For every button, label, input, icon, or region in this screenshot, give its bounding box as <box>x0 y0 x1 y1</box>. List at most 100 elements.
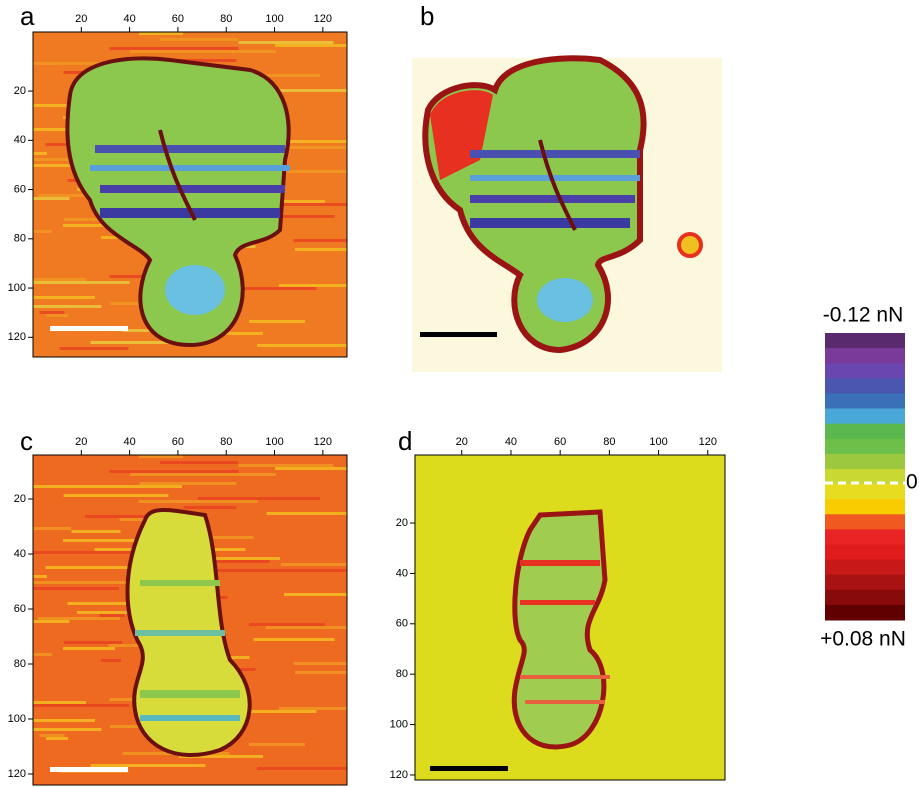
texture <box>198 497 320 500</box>
texture <box>257 767 369 770</box>
texture <box>211 536 254 539</box>
texture <box>38 617 120 620</box>
scale-bar <box>50 326 128 331</box>
texture <box>15 704 130 707</box>
colorbar-swatch <box>825 348 905 364</box>
colorbar <box>825 333 905 621</box>
colorbar-swatch <box>825 439 905 455</box>
y-tick-label: 60 <box>14 183 26 195</box>
texture <box>100 614 125 617</box>
texture <box>19 104 71 107</box>
x-tick-label: 20 <box>75 436 87 448</box>
y-tick-label: 80 <box>396 668 408 680</box>
colorbar-swatch <box>825 560 905 576</box>
texture <box>275 44 367 47</box>
texture <box>11 620 70 623</box>
texture <box>196 569 346 572</box>
texture <box>11 197 70 200</box>
x-tick-label: 20 <box>75 13 87 25</box>
colorbar-swatch <box>825 529 905 545</box>
colorbar-swatch <box>825 499 905 515</box>
x-tick-label: 80 <box>603 436 615 448</box>
texture <box>279 707 371 710</box>
texture <box>23 575 47 578</box>
texture <box>294 239 371 242</box>
texture <box>284 170 350 173</box>
texture <box>295 248 383 251</box>
panel-label: d <box>398 426 412 456</box>
x-tick-label: 100 <box>649 436 667 448</box>
colorbar-swatch <box>825 484 905 500</box>
texture <box>281 140 377 143</box>
colorbar-swatch <box>825 409 905 425</box>
texture <box>24 581 142 584</box>
x-tick-label: 100 <box>265 13 283 25</box>
heatmap-b <box>412 58 722 372</box>
y-tick-label: 120 <box>8 768 26 780</box>
texture <box>11 305 102 308</box>
scale-bar <box>420 332 497 337</box>
texture <box>110 47 239 50</box>
texture <box>284 593 350 596</box>
panel-label: b <box>420 1 434 31</box>
texture <box>46 566 139 569</box>
y-tick-label: 40 <box>14 134 26 146</box>
texture <box>266 203 419 206</box>
colorbar-swatch <box>825 378 905 394</box>
colorbar-zero-label: 0 <box>906 471 918 494</box>
texture <box>26 230 52 233</box>
x-tick-label: 80 <box>220 13 232 25</box>
heatmap-c <box>0 455 419 785</box>
texture <box>23 152 47 155</box>
texture <box>184 506 237 509</box>
colorbar-swatch <box>825 424 905 440</box>
texture <box>110 470 239 473</box>
texture <box>239 464 334 467</box>
scale-bar <box>430 766 508 771</box>
texture <box>249 743 305 746</box>
x-tick-label: 40 <box>123 13 135 25</box>
y-tick-label: 40 <box>14 548 26 560</box>
texture <box>267 89 414 92</box>
texture <box>275 467 367 470</box>
x-tick-label: 40 <box>123 436 135 448</box>
texture <box>160 461 238 464</box>
panel-label: a <box>20 1 35 31</box>
texture <box>254 638 335 641</box>
x-tick-label: 20 <box>456 436 468 448</box>
colorbar-swatch <box>825 454 905 470</box>
panel-label: c <box>20 426 33 456</box>
y-tick-label: 100 <box>8 713 26 725</box>
texture <box>46 737 68 740</box>
y-tick-label: 100 <box>390 718 408 730</box>
texture <box>28 485 182 488</box>
colorbar-swatch <box>825 363 905 379</box>
colorbar-swatch <box>825 590 905 606</box>
y-tick-label: 60 <box>14 603 26 615</box>
y-tick-label: 120 <box>390 769 408 781</box>
y-tick-label: 60 <box>396 618 408 630</box>
texture <box>130 473 276 476</box>
scale-bar <box>50 767 128 772</box>
colorbar-swatch <box>825 575 905 591</box>
x-tick-label: 40 <box>505 436 517 448</box>
colorbar-swatch <box>825 544 905 560</box>
x-tick-label: 60 <box>172 13 184 25</box>
figure: a 20 40 60 80 100 120 20 40 60 80 100 120 b c 20 40 60 80 1… <box>0 0 919 787</box>
texture <box>46 314 68 317</box>
texture <box>249 320 305 323</box>
texture <box>11 728 102 731</box>
texture <box>294 662 371 665</box>
x-tick-label: 120 <box>314 436 332 448</box>
y-tick-label: 80 <box>14 658 26 670</box>
heatmap-d <box>415 455 725 780</box>
texture <box>101 659 121 662</box>
x-tick-label: 60 <box>172 436 184 448</box>
texture <box>281 563 377 566</box>
colorbar-top-label: -0.12 nN <box>823 304 904 327</box>
texture <box>91 764 206 767</box>
texture <box>140 482 237 485</box>
texture <box>64 641 122 644</box>
texture <box>15 281 130 284</box>
texture <box>130 50 276 53</box>
